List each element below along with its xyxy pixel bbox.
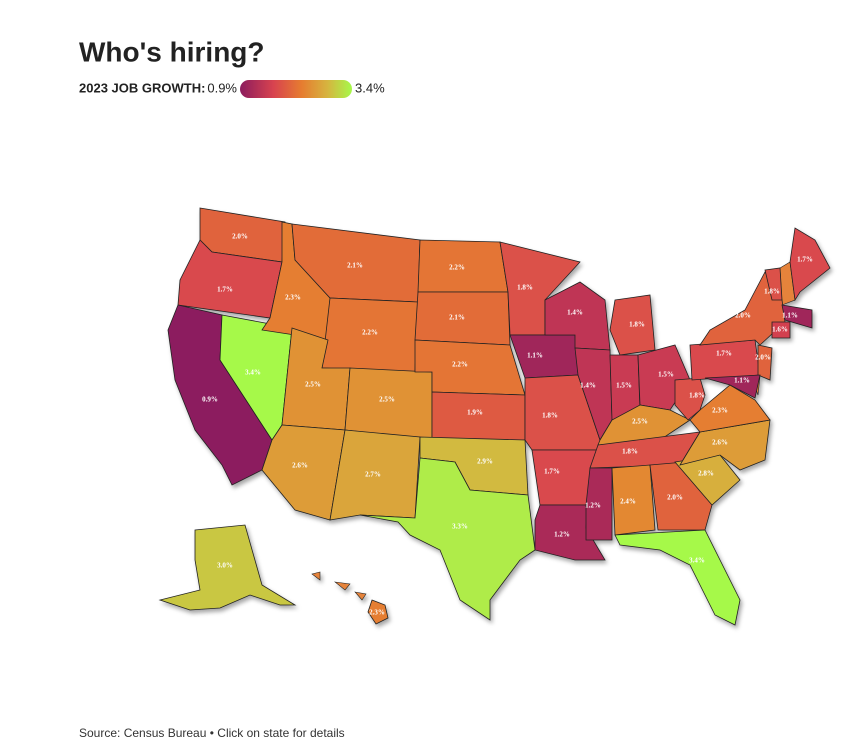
- state[interactable]: [367, 599, 389, 625]
- state[interactable]: [417, 239, 509, 293]
- state[interactable]: [359, 457, 536, 621]
- state[interactable]: [344, 367, 433, 441]
- state[interactable]: [771, 321, 791, 339]
- title: Who's hiring?: [79, 36, 265, 67]
- state[interactable]: [764, 267, 783, 301]
- state[interactable]: [781, 304, 813, 329]
- state[interactable]: [789, 227, 831, 302]
- state[interactable]: [757, 344, 773, 381]
- outline: [311, 571, 321, 581]
- state[interactable]: [609, 294, 656, 356]
- state[interactable]: [329, 429, 421, 521]
- state[interactable]: [614, 529, 741, 626]
- legend-bar: [240, 80, 352, 98]
- outline: [354, 591, 367, 601]
- state[interactable]: [431, 391, 526, 441]
- state[interactable]: [321, 297, 419, 373]
- outline: [333, 581, 351, 591]
- state[interactable]: [689, 339, 761, 381]
- state[interactable]: [158, 524, 297, 611]
- state[interactable]: [611, 464, 656, 536]
- state[interactable]: [585, 467, 613, 541]
- map: 2.0%1.7%0.9%3.4%2.3%2.1%2.2%2.5%2.5%2.6%…: [158, 207, 831, 626]
- state[interactable]: [509, 334, 579, 379]
- legend-title: 2023 JOB GROWTH:: [79, 80, 205, 95]
- legend-min: 0.9%: [207, 80, 237, 95]
- state[interactable]: [704, 374, 761, 399]
- source: Source: Census Bureau • Click on state f…: [79, 726, 345, 740]
- legend-max: 3.4%: [355, 80, 385, 95]
- state[interactable]: [414, 291, 511, 346]
